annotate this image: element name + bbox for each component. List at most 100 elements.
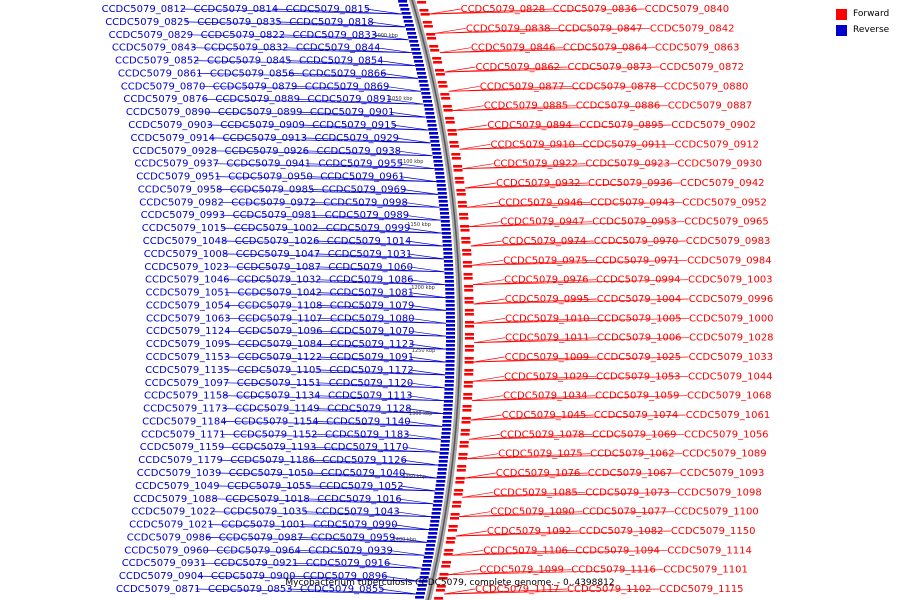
reverse-gene-label: CCDC5079_0866 xyxy=(302,68,387,79)
forward-connector xyxy=(473,317,506,324)
reverse-gene-label: CCDC5079_0818 xyxy=(289,17,374,28)
reverse-gene-feature xyxy=(441,436,451,439)
reverse-gene-label: CCDC5079_0969 xyxy=(322,184,407,195)
reverse-gene-feature xyxy=(415,64,425,67)
reverse-gene-label: CCDC5079_0926 xyxy=(225,146,310,157)
forward-connector xyxy=(462,163,586,170)
reverse-gene-feature xyxy=(432,508,442,511)
reverse-connector xyxy=(220,214,441,221)
reverse-gene-feature xyxy=(437,188,447,191)
forward-gene-feature xyxy=(450,513,460,516)
reverse-gene-label: CCDC5079_1050 xyxy=(229,468,314,479)
forward-connector xyxy=(468,433,593,440)
reverse-connector xyxy=(389,111,426,118)
reverse-connector xyxy=(298,537,427,543)
reverse-gene-feature xyxy=(438,200,448,203)
reverse-connector xyxy=(395,511,432,518)
forward-gene-label: CCDC5079_0862 xyxy=(476,62,561,73)
reverse-connector xyxy=(402,459,439,466)
forward-gene-feature xyxy=(453,169,463,172)
forward-connector xyxy=(448,85,664,92)
reverse-gene-feature xyxy=(428,532,438,535)
forward-gene-feature xyxy=(445,121,455,124)
forward-gene-label: CCDC5079_0864 xyxy=(563,43,648,54)
reverse-gene-label: CCDC5079_1140 xyxy=(326,416,411,427)
gene-labels: CCDC5079_0812 CCDC5079_0814 CCDC5079_0815 C… xyxy=(102,4,774,595)
reverse-gene-feature xyxy=(416,592,425,595)
reverse-gene-feature xyxy=(440,212,449,215)
reverse-connector xyxy=(225,356,446,363)
reverse-connector xyxy=(387,98,424,105)
reverse-gene-label: CCDC5079_0896 xyxy=(303,571,388,582)
forward-connector xyxy=(452,549,576,556)
legend-item-reverse: Reverse xyxy=(836,22,896,38)
reverse-connector xyxy=(225,292,446,298)
reverse-gene-label: CCDC5079_0833 xyxy=(293,30,378,41)
reverse-gene-label: CCDC5079_0990 xyxy=(313,520,398,531)
forward-gene-label: CCDC5079_0878 xyxy=(572,81,657,92)
forward-gene-feature xyxy=(458,453,468,456)
reverse-connector xyxy=(197,73,418,79)
reverse-gene-label: CCDC5079_0845 xyxy=(207,56,292,67)
forward-gene-label: CCDC5079_0840 xyxy=(645,4,730,15)
forward-gene-label: CCDC5079_0877 xyxy=(480,81,565,92)
forward-gene-label: CCDC5079_1069 xyxy=(592,429,677,440)
forward-gene-label: CCDC5079_0872 xyxy=(660,62,745,73)
reverse-gene-feature xyxy=(426,540,436,543)
forward-gene-feature xyxy=(459,445,469,448)
reverse-gene-label: CCDC5079_1158 xyxy=(144,391,229,402)
reverse-gene-feature xyxy=(436,480,446,483)
forward-gene-label: CCDC5079_1009 xyxy=(505,352,590,363)
reverse-connector xyxy=(224,279,446,286)
forward-gene-feature xyxy=(460,433,470,436)
reverse-connector xyxy=(223,253,444,260)
reverse-gene-label: CCDC5079_0844 xyxy=(296,43,381,54)
reverse-connector xyxy=(224,382,445,389)
reverse-gene-label: CCDC5079_1172 xyxy=(329,365,414,376)
reverse-connector xyxy=(388,549,425,556)
reverse-gene-feature xyxy=(445,312,455,315)
reverse-connector xyxy=(408,266,445,273)
reverse-gene-label: CCDC5079_1084 xyxy=(238,339,323,350)
reverse-gene-feature xyxy=(423,104,433,107)
forward-connector xyxy=(473,337,598,344)
reverse-gene-label: CCDC5079_0879 xyxy=(213,81,298,92)
reverse-gene-feature xyxy=(423,100,432,103)
reverse-connector xyxy=(384,85,421,92)
reverse-connector xyxy=(365,8,402,15)
kbp-tick: 1050 kbp xyxy=(389,96,413,102)
reverse-gene-label: CCDC5079_1126 xyxy=(322,455,407,466)
reverse-gene-label: CCDC5079_0832 xyxy=(204,43,289,54)
forward-gene-feature xyxy=(437,81,447,84)
reverse-connector xyxy=(409,330,447,337)
forward-gene-feature xyxy=(447,129,457,132)
forward-connector xyxy=(444,66,660,73)
reverse-connector xyxy=(304,150,433,157)
reverse-gene-feature xyxy=(437,468,447,471)
forward-connector xyxy=(470,240,594,247)
reverse-gene-feature xyxy=(445,360,455,363)
forward-gene-label: CCDC5079_1073 xyxy=(585,487,670,498)
reverse-gene-label: CCDC5079_0914 xyxy=(131,133,216,144)
reverse-gene-label: CCDC5079_1179 xyxy=(138,455,223,466)
reverse-gene-feature xyxy=(444,272,454,275)
reverse-connector xyxy=(225,330,447,337)
reverse-gene-feature xyxy=(420,572,430,575)
forward-gene-label: CCDC5079_0911 xyxy=(583,139,668,150)
reverse-gene-label: CCDC5079_1128 xyxy=(327,404,412,415)
forward-gene-feature xyxy=(440,93,450,96)
forward-gene-feature xyxy=(445,541,455,544)
reverse-gene-label: CCDC5079_0960 xyxy=(124,545,209,556)
reverse-gene-label: CCDC5079_1046 xyxy=(145,275,230,286)
reverse-gene-label: CCDC5079_0900 xyxy=(211,571,296,582)
forward-gene-label: CCDC5079_1102 xyxy=(567,584,652,595)
reverse-connector xyxy=(201,562,422,569)
reverse-gene-feature xyxy=(401,12,411,15)
reverse-connector xyxy=(408,382,445,389)
reverse-connector xyxy=(379,588,417,595)
reverse-gene-label: CCDC5079_0958 xyxy=(138,184,223,195)
reverse-gene-feature xyxy=(431,148,441,151)
reverse-gene-feature xyxy=(442,424,452,427)
forward-gene-feature xyxy=(438,577,448,580)
reverse-gene-label: CCDC5079_1042 xyxy=(238,288,323,299)
